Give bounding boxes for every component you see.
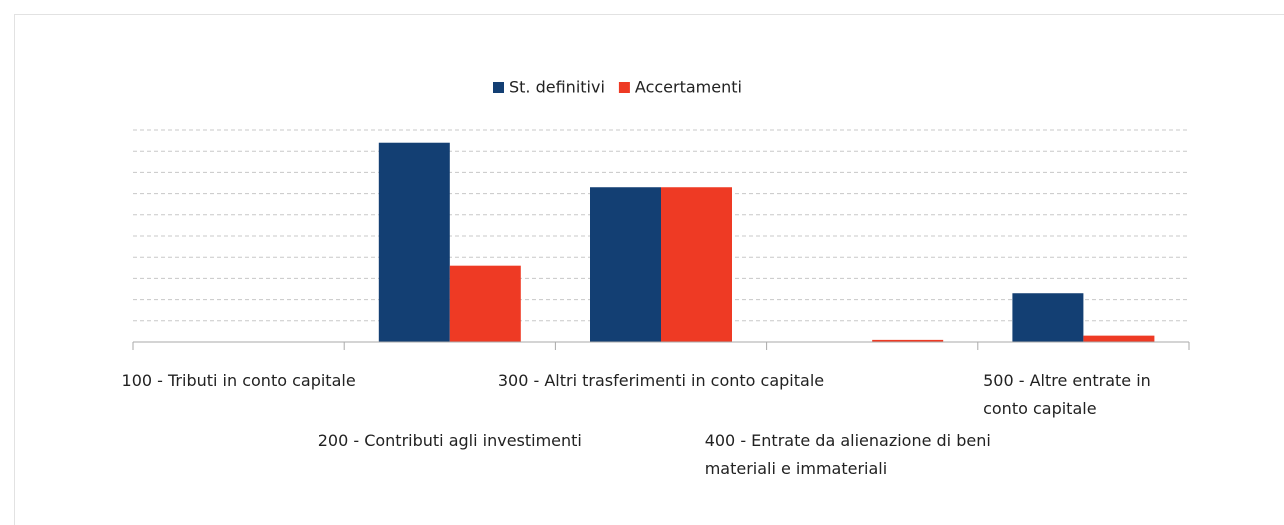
legend-label: Accertamenti: [635, 78, 742, 97]
x-tick-label: 300 - Altri trasferimenti in conto capit…: [497, 371, 825, 390]
bar: [449, 265, 521, 342]
bar: [661, 187, 732, 342]
legend-label: St. definitivi: [509, 78, 605, 97]
legend-swatch: [618, 82, 630, 93]
bar: [1083, 335, 1155, 342]
x-tick-label: 100 - Tributi in conto capitale: [121, 371, 356, 390]
legend-swatch: [493, 82, 504, 93]
x-tick-label: 400 - Entrate da alienazione di beni mat…: [704, 431, 991, 478]
bar: [872, 339, 944, 342]
bar: [590, 187, 661, 342]
chart-card: [14, 14, 1284, 525]
x-tick-label: 200 - Contributi agli investimenti: [317, 431, 582, 450]
x-tick-label: 500 - Altre entrate in conto capitale: [983, 371, 1151, 418]
bar: [1012, 293, 1084, 342]
bar: [378, 142, 450, 342]
